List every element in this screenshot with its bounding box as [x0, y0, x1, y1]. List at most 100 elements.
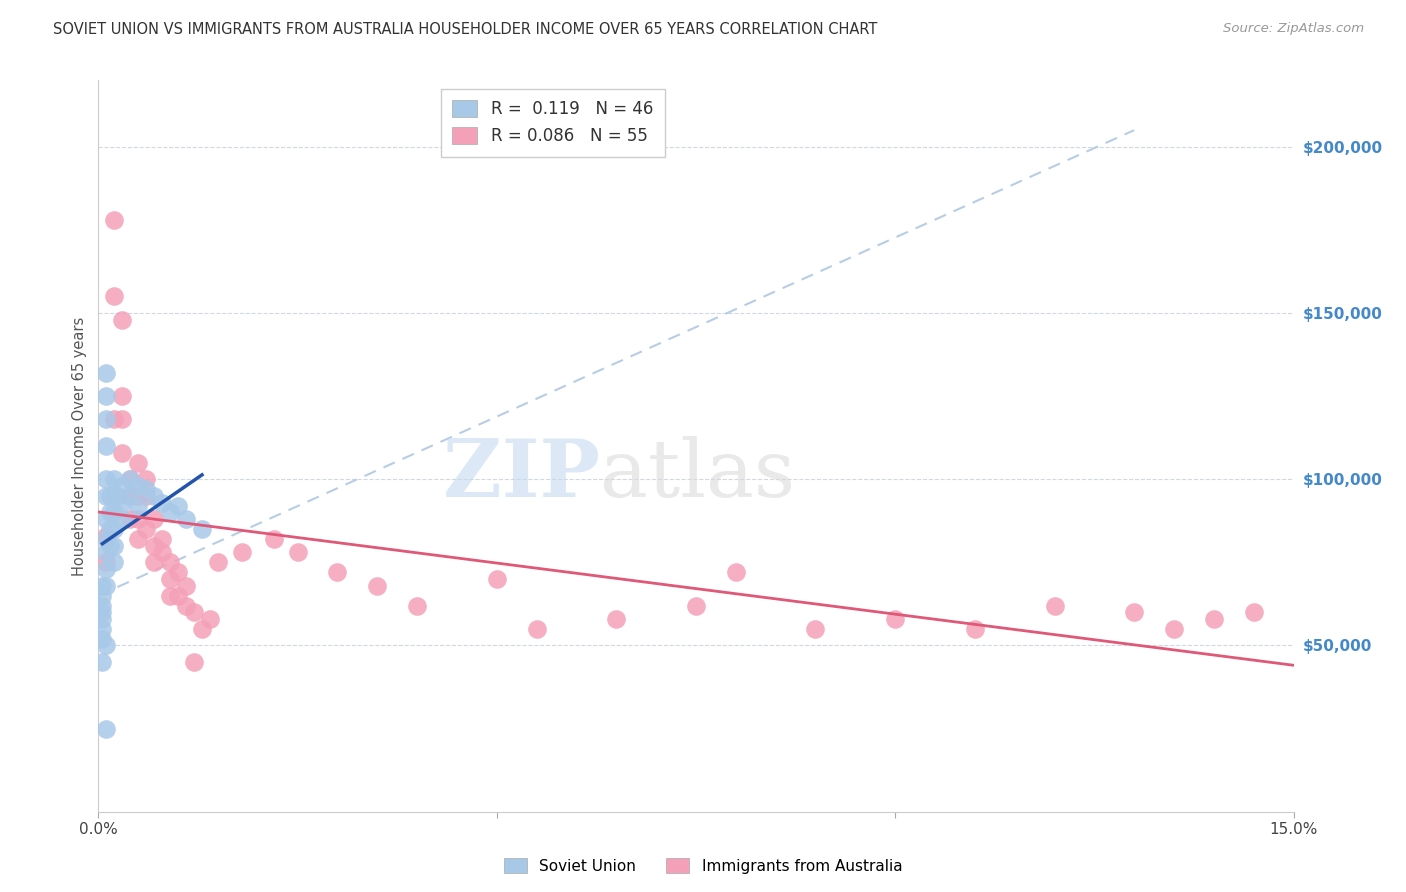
Text: ZIP: ZIP	[443, 436, 600, 515]
Point	[127, 499, 149, 513]
Point	[167, 589, 190, 603]
Point	[724, 566, 747, 580]
Point	[98, 522, 122, 536]
Point	[526, 622, 548, 636]
Point	[150, 495, 173, 509]
Text: Source: ZipAtlas.com: Source: ZipAtlas.com	[1223, 22, 1364, 36]
Point	[135, 482, 157, 496]
Point	[143, 539, 166, 553]
Legend: R =  0.119   N = 46, R = 0.086   N = 55: R = 0.119 N = 46, R = 0.086 N = 55	[440, 88, 665, 157]
Point	[485, 572, 508, 586]
Point	[111, 495, 134, 509]
Point	[174, 579, 197, 593]
Point	[1163, 622, 1185, 636]
Point	[191, 522, 214, 536]
Point	[111, 412, 134, 426]
Point	[120, 472, 142, 486]
Point	[103, 472, 125, 486]
Point	[96, 545, 118, 559]
Point	[120, 512, 142, 526]
Text: atlas: atlas	[600, 436, 796, 515]
Text: SOVIET UNION VS IMMIGRANTS FROM AUSTRALIA HOUSEHOLDER INCOME OVER 65 YEARS CORRE: SOVIET UNION VS IMMIGRANTS FROM AUSTRALI…	[53, 22, 877, 37]
Point	[207, 555, 229, 569]
Point	[135, 472, 157, 486]
Point	[191, 622, 214, 636]
Point	[127, 479, 149, 493]
Point	[127, 489, 149, 503]
Point	[167, 566, 190, 580]
Point	[366, 579, 388, 593]
Point	[96, 555, 118, 569]
Point	[183, 605, 205, 619]
Point	[96, 439, 118, 453]
Point	[135, 489, 157, 503]
Point	[98, 489, 122, 503]
Point	[1202, 612, 1225, 626]
Point	[1123, 605, 1146, 619]
Point	[406, 599, 429, 613]
Point	[159, 589, 181, 603]
Point	[111, 312, 134, 326]
Point	[96, 722, 118, 736]
Point	[326, 566, 349, 580]
Point	[96, 366, 118, 380]
Point	[111, 512, 134, 526]
Point	[96, 389, 118, 403]
Point	[263, 532, 285, 546]
Point	[91, 612, 114, 626]
Point	[167, 499, 190, 513]
Point	[127, 512, 149, 526]
Point	[143, 489, 166, 503]
Point	[98, 539, 122, 553]
Point	[103, 289, 125, 303]
Point	[91, 599, 114, 613]
Point	[91, 579, 114, 593]
Point	[159, 506, 181, 520]
Point	[107, 489, 129, 503]
Point	[103, 522, 125, 536]
Point	[135, 522, 157, 536]
Point	[96, 579, 118, 593]
Point	[1043, 599, 1066, 613]
Point	[91, 605, 114, 619]
Point	[231, 545, 253, 559]
Point	[103, 489, 125, 503]
Point	[884, 612, 907, 626]
Point	[103, 412, 125, 426]
Point	[143, 512, 166, 526]
Point	[96, 562, 118, 576]
Point	[96, 532, 118, 546]
Point	[103, 506, 125, 520]
Point	[96, 472, 118, 486]
Point	[159, 572, 181, 586]
Point	[103, 213, 125, 227]
Point	[287, 545, 309, 559]
Point	[127, 532, 149, 546]
Legend: Soviet Union, Immigrants from Australia: Soviet Union, Immigrants from Australia	[498, 852, 908, 880]
Point	[150, 532, 173, 546]
Point	[174, 599, 197, 613]
Point	[96, 489, 118, 503]
Point	[143, 555, 166, 569]
Point	[96, 512, 118, 526]
Point	[605, 612, 627, 626]
Point	[183, 655, 205, 669]
Point	[174, 512, 197, 526]
Y-axis label: Householder Income Over 65 years: Householder Income Over 65 years	[72, 317, 87, 575]
Point	[98, 506, 122, 520]
Point	[96, 529, 118, 543]
Point	[963, 622, 986, 636]
Point	[127, 456, 149, 470]
Point	[120, 489, 142, 503]
Point	[111, 479, 134, 493]
Point	[198, 612, 221, 626]
Point	[91, 632, 114, 646]
Point	[96, 639, 118, 653]
Point	[159, 555, 181, 569]
Point	[91, 589, 114, 603]
Point	[103, 539, 125, 553]
Point	[150, 545, 173, 559]
Point	[685, 599, 707, 613]
Point	[111, 389, 134, 403]
Point	[120, 489, 142, 503]
